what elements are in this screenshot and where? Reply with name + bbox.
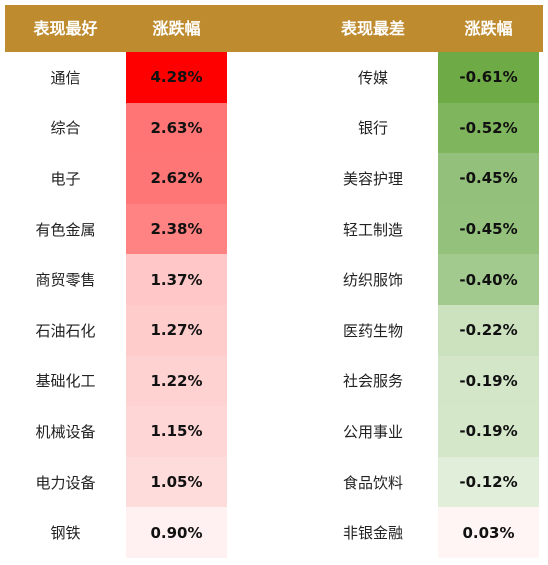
best-sector-change: 4.28% xyxy=(126,52,227,103)
worst-sector-change: -0.19% xyxy=(438,355,539,407)
table-row: 电子 2.62% 美容护理 -0.45% xyxy=(5,153,543,204)
best-sector-name: 电子 xyxy=(50,169,81,188)
best-sector-name: 综合 xyxy=(50,119,81,138)
best-sector-change: 1.27% xyxy=(126,305,227,356)
table-row: 通信 4.28% 传媒 -0.61% xyxy=(5,52,543,103)
header-best-change: 涨跌幅 xyxy=(152,19,201,38)
table-row: 石油石化 1.27% 医药生物 -0.22% xyxy=(5,305,543,356)
table-row: 商贸零售 1.37% 纺织服饰 -0.40% xyxy=(5,254,543,305)
best-sector-name: 电力设备 xyxy=(35,473,96,492)
table-row: 电力设备 1.05% 食品饮料 -0.12% xyxy=(5,456,543,508)
best-sector-name: 商贸零售 xyxy=(35,271,96,290)
worst-sector-change: -0.61% xyxy=(438,52,539,103)
best-sector-change: 1.37% xyxy=(126,254,227,305)
worst-sector-name: 医药生物 xyxy=(342,321,403,340)
best-sector-name: 有色金属 xyxy=(35,220,96,239)
table-header: 表现最好 涨跌幅 表现最差 涨跌幅 xyxy=(5,5,543,52)
table-row: 有色金属 2.38% 轻工制造 -0.45% xyxy=(5,203,543,255)
worst-sector-change: -0.22% xyxy=(438,305,539,356)
worst-sector-name: 轻工制造 xyxy=(342,220,403,239)
best-sector-change: 2.62% xyxy=(126,153,227,204)
worst-sector-name: 社会服务 xyxy=(342,372,403,391)
worst-sector-name: 纺织服饰 xyxy=(342,271,403,290)
best-sector-change: 1.05% xyxy=(126,456,227,508)
header-worst-sector: 表现最差 xyxy=(340,19,405,38)
best-sector-name: 通信 xyxy=(50,68,81,87)
worst-sector-name: 公用事业 xyxy=(342,422,403,441)
sector-performance-table: 表现最好 涨跌幅 表现最差 涨跌幅 通信 4.28% 传媒 -0.61% 综合 2.63%… xyxy=(5,5,543,558)
best-sector-name: 机械设备 xyxy=(35,422,96,441)
table-row: 基础化工 1.22% 社会服务 -0.19% xyxy=(5,355,543,407)
header-best-sector: 表现最好 xyxy=(33,19,98,38)
worst-sector-name: 银行 xyxy=(357,119,388,138)
worst-sector-change: -0.45% xyxy=(438,153,539,204)
best-sector-change: 0.90% xyxy=(126,507,227,558)
worst-sector-change: -0.40% xyxy=(438,254,539,305)
table-row: 钢铁 0.90% 非银金融 0.03% xyxy=(5,507,543,558)
table-row: 综合 2.63% 银行 -0.52% xyxy=(5,102,543,154)
best-sector-change: 2.38% xyxy=(126,203,227,255)
best-sector-name: 石油石化 xyxy=(35,321,96,340)
header-worst-change: 涨跌幅 xyxy=(464,19,513,38)
worst-sector-change: 0.03% xyxy=(438,507,539,558)
best-sector-name: 基础化工 xyxy=(35,372,96,391)
worst-sector-name: 美容护理 xyxy=(342,169,403,188)
worst-sector-change: -0.45% xyxy=(438,203,539,255)
best-sector-change: 2.63% xyxy=(126,102,227,154)
best-sector-name: 钢铁 xyxy=(50,524,81,543)
best-sector-change: 1.15% xyxy=(126,406,227,457)
worst-sector-change: -0.12% xyxy=(438,456,539,508)
worst-sector-change: -0.52% xyxy=(438,102,539,154)
worst-sector-change: -0.19% xyxy=(438,406,539,457)
worst-sector-name: 传媒 xyxy=(357,68,388,87)
worst-sector-name: 食品饮料 xyxy=(342,473,403,492)
table-row: 机械设备 1.15% 公用事业 -0.19% xyxy=(5,406,543,457)
worst-sector-name: 非银金融 xyxy=(342,524,403,543)
best-sector-change: 1.22% xyxy=(126,355,227,407)
